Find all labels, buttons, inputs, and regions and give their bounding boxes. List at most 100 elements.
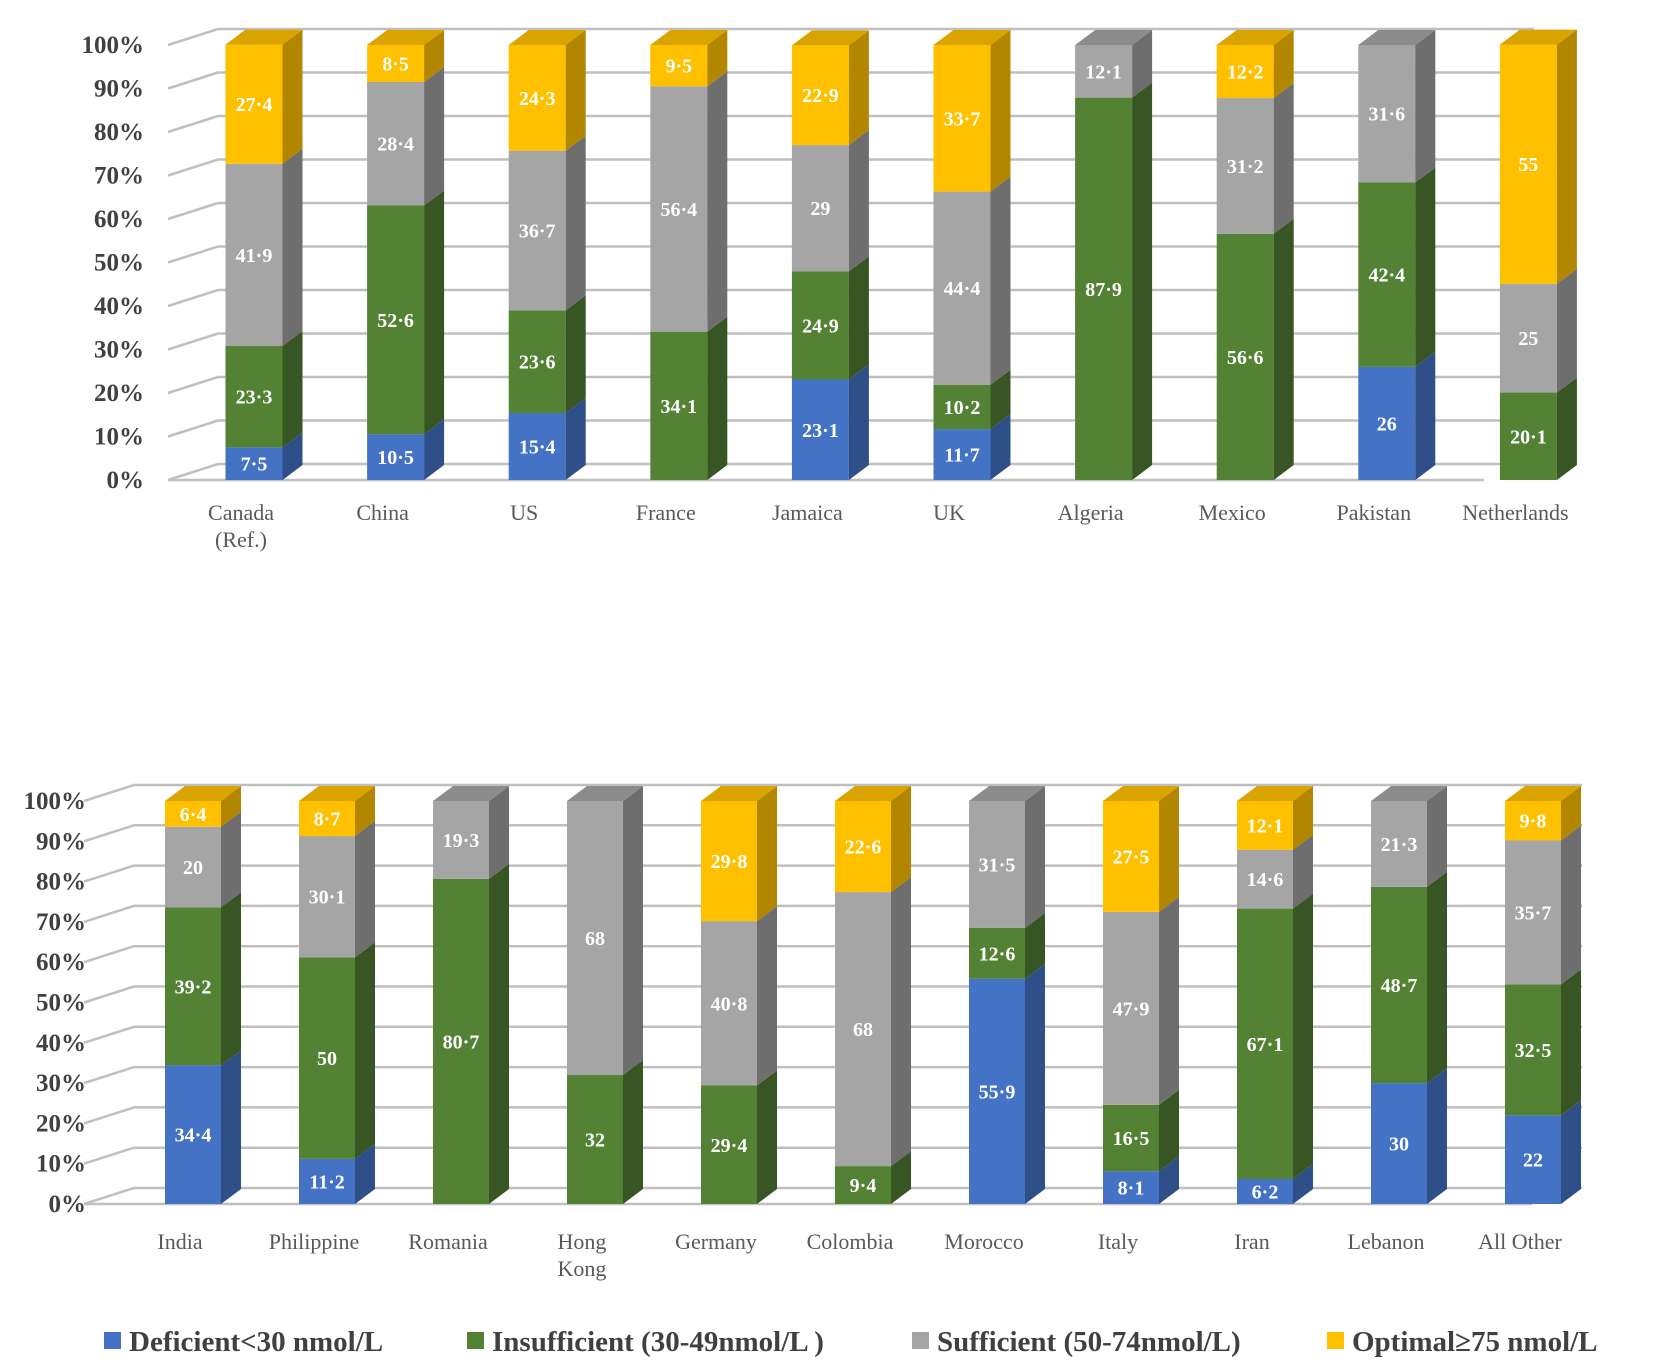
bar-all-other-insufficient-side [1561, 969, 1581, 1116]
bar-germany-optimal-side [757, 786, 777, 922]
bar-top-cap-philippine [299, 786, 375, 801]
bar-italy-deficient [1103, 1171, 1159, 1204]
bar-morocco-deficient-side [1025, 963, 1045, 1204]
bar-us-insufficient [508, 310, 566, 414]
data-label: 39·2 [175, 976, 212, 998]
data-label: 6·4 [180, 804, 207, 826]
bar-top-cap-germany [701, 786, 777, 801]
data-label: 11·7 [944, 445, 980, 467]
bar-all-other-sufficient [1505, 840, 1561, 985]
x-category-label: Pakistan [1337, 500, 1412, 525]
data-label: 87·9 [1085, 279, 1122, 301]
bar-jamaica-sufficient [791, 145, 849, 272]
bar-top-cap-mexico [1216, 30, 1294, 45]
data-label: 48·7 [1381, 975, 1418, 997]
bar-iran-deficient-side [1293, 1164, 1313, 1204]
bar-lebanon-deficient [1371, 1083, 1427, 1204]
bar-india-insufficient-side [221, 892, 241, 1066]
y-tick-label: 40% [94, 293, 144, 320]
bar-china-insufficient [367, 205, 425, 435]
data-label: 21·3 [1381, 834, 1418, 856]
bar-stack-lebanon: 30 48·7 21·3 [1371, 786, 1447, 1204]
x-category-label: (Ref.) [215, 527, 267, 552]
data-label: 34·1 [660, 396, 697, 418]
gridline [83, 944, 1582, 964]
bar-stack-india: 34·4 39·2 20 6·4 [165, 786, 241, 1204]
bar-mexico-optimal-side [1273, 30, 1294, 99]
bar-iran-insufficient [1237, 908, 1293, 1180]
x-category-label: Algeria [1058, 500, 1124, 525]
bar-uk-deficient-side [990, 414, 1011, 480]
bar-top-cap-jamaica [791, 30, 869, 46]
bar-canada-ref-sufficient-side [282, 148, 303, 347]
bar-algeria-sufficient-side [1132, 30, 1153, 98]
bar-lebanon-insufficient-side [1427, 871, 1447, 1084]
bar-philippine-deficient [299, 1158, 355, 1204]
bar-lebanon-sufficient [1371, 801, 1427, 887]
bar-china-optimal [367, 45, 425, 82]
bar-lebanon-deficient-side [1427, 1068, 1447, 1204]
y-tick-label: 60% [94, 206, 144, 233]
bar-hong-kong-insufficient-side [623, 1060, 643, 1204]
bar-top-cap-canada-ref [225, 29, 303, 45]
bar-top-cap-india [165, 786, 241, 801]
gridline [83, 1025, 1582, 1044]
bar-uk-sufficient-side [990, 176, 1011, 385]
data-label: 44·4 [944, 278, 981, 300]
y-tick-label: 70% [94, 163, 144, 190]
gridline [83, 985, 1582, 1004]
data-label: 29·4 [711, 1135, 748, 1157]
bar-germany-optimal [701, 801, 757, 922]
bar-canada-ref-deficient-side [282, 432, 303, 480]
gridline [83, 824, 1582, 843]
bar-jamaica-insufficient-side [848, 256, 869, 380]
bar-top-cap-italy [1103, 786, 1179, 801]
bar-netherlands-optimal [1499, 44, 1557, 284]
legend-swatch [1327, 1332, 1344, 1349]
bar-hong-kong-insufficient [567, 1075, 623, 1204]
data-label: 40·8 [711, 993, 748, 1015]
x-category-label: Mexico [1199, 500, 1266, 525]
bar-romania-insufficient [433, 878, 489, 1204]
bar-stack-us: 15·4 23·6 36·7 24·3 [508, 30, 586, 480]
bar-india-sufficient-side [221, 811, 241, 908]
data-label: 30 [1389, 1134, 1409, 1156]
gridline [83, 1065, 1582, 1085]
bar-romania-sufficient [433, 801, 489, 879]
legend-item-deficient: Deficient<30 nmol/L [104, 1326, 383, 1358]
bar-jamaica-deficient [791, 379, 849, 480]
bar-india-deficient [165, 1065, 221, 1204]
legend-swatch [912, 1332, 929, 1349]
bar-stack-morocco: 55·9 12·6 31·5 [969, 786, 1045, 1204]
bar-stack-romania: 80·7 19·3 [433, 786, 509, 1204]
bar-france-optimal [650, 45, 708, 87]
legend-swatch [104, 1332, 121, 1349]
legend-item-optimal: Optimal≥75 nmol/L [1327, 1326, 1598, 1358]
bar-china-deficient [367, 434, 425, 480]
data-label: 31·2 [1227, 156, 1264, 178]
bar-iran-insufficient-side [1293, 893, 1313, 1180]
bar-pakistan-sufficient [1358, 45, 1416, 183]
x-category-label: France [636, 500, 696, 525]
bar-china-insufficient-side [424, 190, 445, 435]
bar-iran-sufficient [1237, 849, 1293, 909]
y-tick-label: 50% [94, 250, 144, 277]
y-tick-label: 90% [36, 828, 86, 855]
bar-india-sufficient [165, 826, 221, 908]
data-label: 47·9 [1113, 998, 1150, 1020]
bar-top-cap-all-other [1505, 786, 1581, 801]
data-label: 22·9 [802, 85, 839, 107]
bar-mexico-optimal [1216, 45, 1274, 99]
bar-all-other-deficient-side [1561, 1100, 1581, 1204]
data-label: 23·1 [802, 420, 839, 442]
bar-stack-hong-kong: 32 68 [567, 786, 643, 1204]
bar-italy-insufficient [1103, 1104, 1159, 1172]
bar-jamaica-optimal-side [848, 30, 869, 146]
bar-pakistan-deficient-side [1415, 351, 1436, 480]
data-label: 27·5 [1113, 846, 1150, 868]
data-label: 35·7 [1515, 902, 1552, 924]
bar-all-other-optimal-side [1561, 786, 1581, 841]
data-label: 31·6 [1368, 104, 1405, 126]
data-label: 29·8 [711, 851, 748, 873]
bar-philippine-sufficient-side [355, 821, 375, 958]
